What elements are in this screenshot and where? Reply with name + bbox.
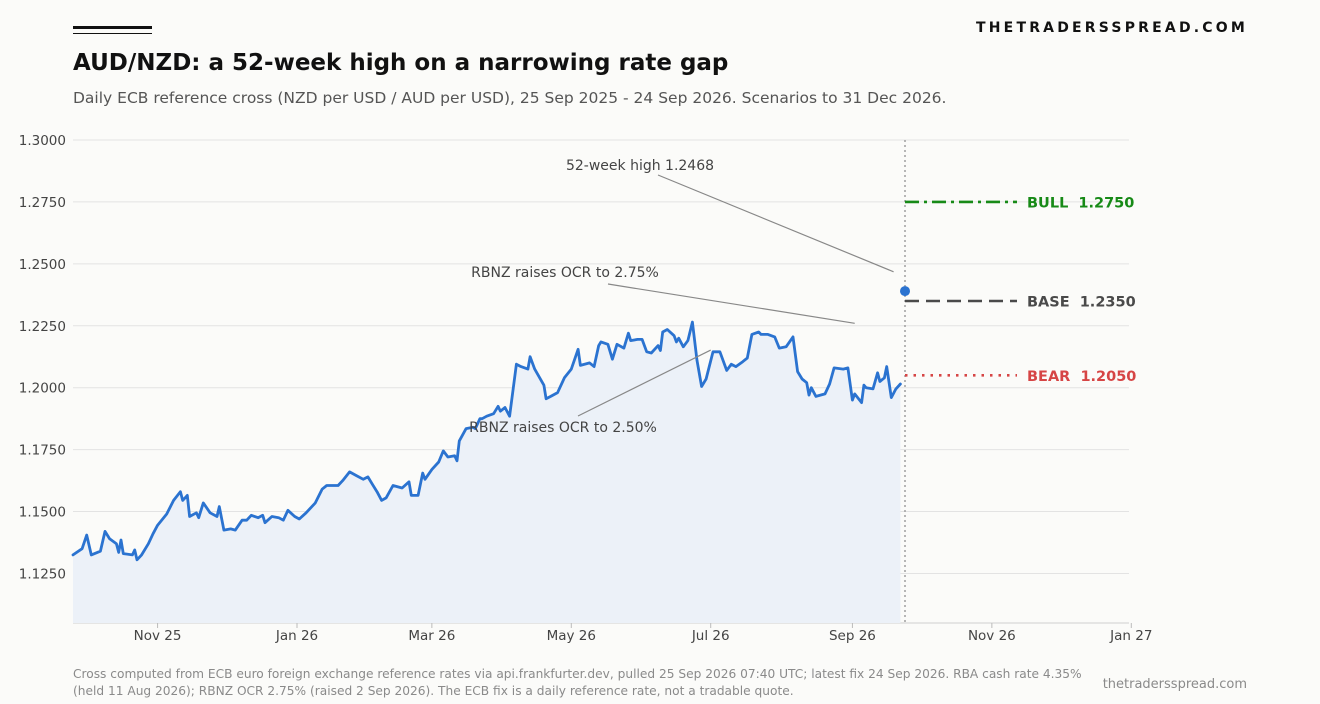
x-tick-label: Mar 26 [408,628,455,644]
header-rule-thick [73,26,152,29]
y-axis: 1.1250 1.1500 1.1750 1.2000 1.2250 1.2500 1.27… [19,133,66,582]
y-tick-label: 1.2000 [19,381,66,397]
x-tick-label: Nov 25 [134,628,182,644]
brand-wordmark: THETRADERSSPREAD.COM [976,20,1248,36]
current-point [900,286,910,297]
annotation-label: RBNZ raises OCR to 2.75% [471,265,659,281]
y-tick-label: 1.2750 [19,195,66,211]
x-tick-label: Sep 26 [829,628,876,644]
scenario-label-bear: BEAR 1.2050 [1027,369,1136,385]
x-tick-label: Jul 26 [691,628,730,644]
y-tick-label: 1.2500 [19,257,66,273]
annotation-leader [607,283,855,324]
header-rule-thin [73,33,152,34]
scenario-label-base: BASE 1.2350 [1027,295,1136,311]
plot-area [71,140,910,623]
annotations: 52-week high 1.2468 RBNZ raises OCR to 2.… [469,158,894,436]
footer-site: thetradersspread.com [1102,677,1247,692]
source-footnote: Cross computed from ECB euro foreign exc… [73,667,1082,698]
annotation-label: 52-week high 1.2468 [566,158,714,174]
annotation-label: RBNZ raises OCR to 2.50% [469,420,657,436]
scenario-label-bull: BULL 1.2750 [1027,195,1134,211]
scenario-lines: BULL 1.2750 BASE 1.2350 BEAR 1.2050 [905,195,1136,385]
x-tick-label: Jan 26 [275,628,318,644]
annotation-leader [657,174,894,273]
x-tick-label: May 26 [547,628,596,644]
x-tick-label: Jan 27 [1109,628,1152,644]
y-tick-label: 1.2250 [19,319,66,335]
y-tick-label: 1.1250 [19,566,66,582]
x-axis: Nov 25 Jan 26 Mar 26 May 26 Jul 26 Sep 26 Nov … [73,622,1152,644]
y-tick-label: 1.1500 [19,505,66,521]
y-tick-label: 1.3000 [19,133,66,149]
annotation-leader [577,349,711,417]
chart-title: AUD/NZD: a 52-week high on a narrowing r… [73,50,729,76]
series-area [73,322,901,623]
series-line [71,320,902,562]
x-tick-label: Nov 26 [968,628,1016,644]
chart-subtitle: Daily ECB reference cross (NZD per USD /… [73,89,947,107]
y-tick-label: 1.1750 [19,443,66,459]
